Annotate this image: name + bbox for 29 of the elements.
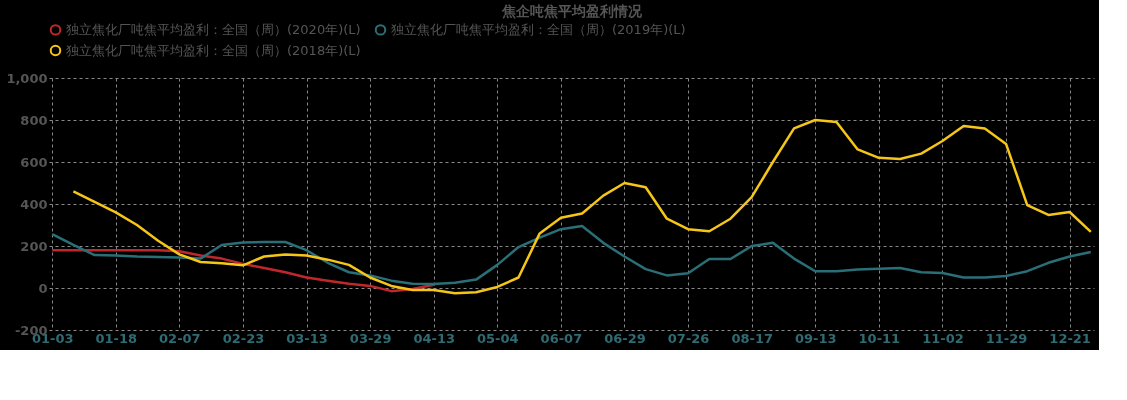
x-tick-label: 01-18 [95, 330, 138, 346]
x-tick-label: 04-13 [413, 330, 456, 346]
line-series [72, 118, 1093, 295]
line-series [50, 248, 435, 293]
y-tick-label: 600 [20, 154, 48, 170]
y-tick-label: 800 [20, 112, 48, 128]
chart-title: 焦企吨焦平均盈利情况 [500, 3, 643, 19]
line-series [50, 224, 1093, 286]
x-tick-label: 11-29 [985, 330, 1028, 346]
x-tick-label: 06-07 [540, 330, 583, 346]
legend-label: 独立焦化厂吨焦平均盈利：全国（周）(2020年)(L) [66, 21, 361, 37]
y-tick-label: 0 [38, 280, 48, 296]
y-tick-label: 400 [20, 196, 48, 212]
legend-label: 独立焦化厂吨焦平均盈利：全国（周）(2018年)(L) [66, 42, 361, 58]
y-tick-label: 1,000 [6, 70, 48, 86]
x-tick-label: 07-26 [667, 330, 710, 346]
legend-label: 独立焦化厂吨焦平均盈利：全国（周）(2019年)(L) [391, 21, 686, 37]
x-tick-label: 12-21 [1049, 330, 1091, 346]
x-tick-label: 06-29 [604, 330, 646, 346]
x-tick-label: 10-11 [858, 330, 901, 346]
y-tick-label: 200 [20, 238, 48, 254]
x-tick-label: 02-07 [159, 330, 201, 346]
x-tick-label: 05-04 [477, 330, 519, 346]
x-tick-label: 08-17 [731, 330, 773, 346]
x-tick-label: 03-29 [349, 330, 392, 346]
x-tick-label: 09-13 [794, 330, 837, 346]
x-tick-label: 03-13 [286, 330, 328, 346]
x-tick-label: 11-02 [922, 330, 964, 346]
x-tick-label: 02-23 [222, 330, 265, 346]
